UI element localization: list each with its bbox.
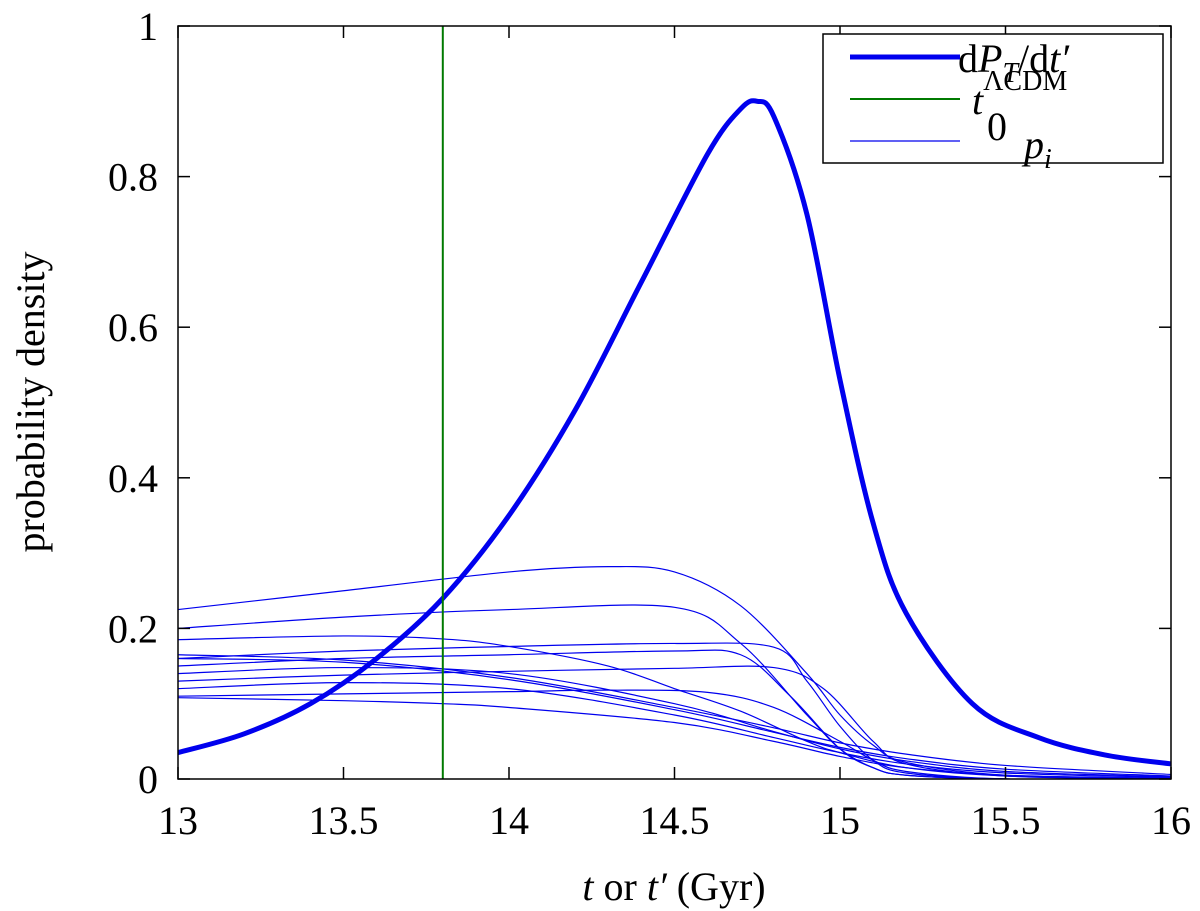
x-tick-label: 14 [489, 798, 529, 843]
series-line-p11 [178, 682, 1171, 779]
series-line-p3 [178, 642, 1171, 779]
x-tick-label: 16 [1151, 798, 1191, 843]
legend: dPT/dt′ tΛCDM 0 pi [822, 33, 1164, 175]
x-label-unit: (Gyr) [667, 864, 766, 909]
y-tick-label: 0.2 [108, 606, 158, 651]
y-tick-label: 0.6 [108, 305, 158, 350]
x-tick-label: 13 [158, 798, 198, 843]
series-line-p5 [178, 635, 1171, 779]
y-tick-label: 0.8 [108, 155, 158, 200]
y-tick-label: 0 [138, 757, 158, 802]
series-layer [178, 26, 1171, 779]
legend-label-pi: pi [1021, 122, 1052, 175]
series-line-p1 [178, 565, 1171, 779]
y-tick-label: 0.4 [108, 456, 158, 501]
series-line-p12 [178, 697, 1171, 779]
x-tick-label: 14.5 [640, 798, 710, 843]
series-line-dPT [178, 98, 1171, 767]
x-tick-label: 13.5 [309, 798, 379, 843]
y-axis-label: probability density [8, 251, 53, 552]
x-tick-label: 15 [820, 798, 860, 843]
x-tick-label: 15.5 [971, 798, 1041, 843]
series-line-p8 [178, 654, 1171, 776]
legend-label-t0: tΛCDM [972, 66, 1067, 123]
series-line-p7 [178, 689, 1171, 779]
x-label-or: or [594, 864, 647, 909]
legend-label-dPT: dPT/dt′ [958, 36, 1070, 89]
x-label-t: t [582, 864, 594, 909]
y-tick-label: 1 [138, 4, 158, 49]
axis-ticks: 13 13.5 14 14.5 15 15.5 16 0 0.2 0.4 0.6 0.8 1 [108, 4, 1191, 843]
series-line-p4 [178, 649, 1171, 779]
x-label-tprime: t′ [647, 864, 668, 909]
x-axis-label: t or t′ (Gyr) [582, 864, 765, 909]
legend-label-t0-sub: 0 [987, 104, 1007, 149]
